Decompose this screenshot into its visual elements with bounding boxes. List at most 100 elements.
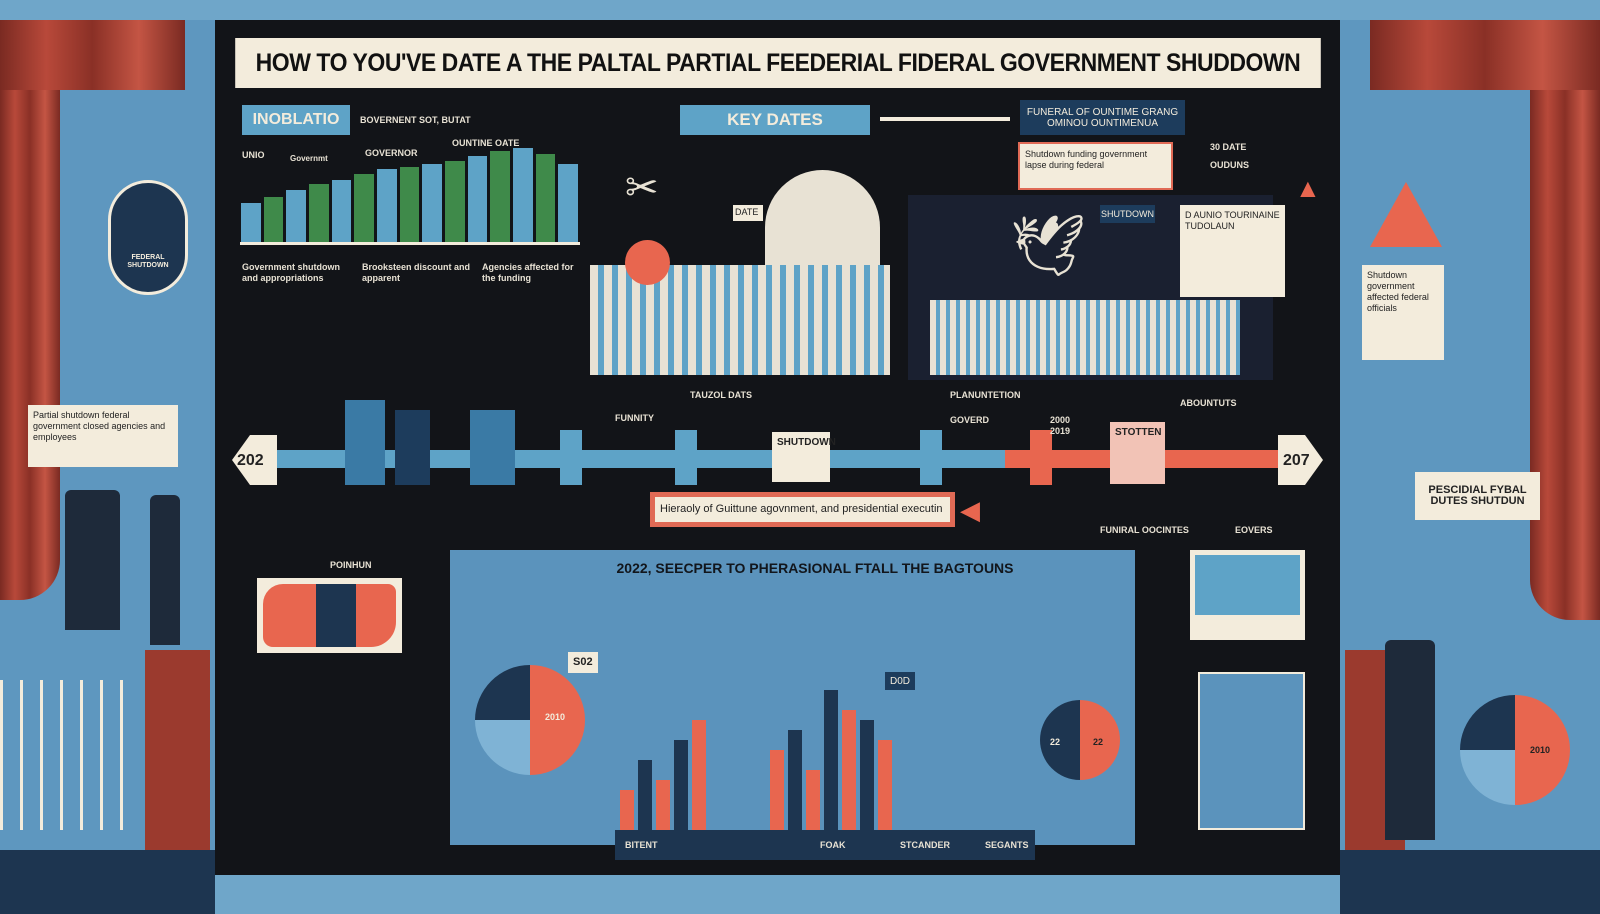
arrow-up-icon: ▲: [1295, 173, 1321, 203]
shield-badge-text: FEDERAL SHUTDOWN: [127, 254, 169, 269]
top-chart-label: GOVERNOR: [365, 148, 418, 158]
double-arrow: [880, 117, 1010, 121]
timeline-pillar: [395, 410, 430, 485]
capitol-dome: [765, 170, 880, 270]
timeline-pillar: [345, 400, 385, 485]
arrow-left-icon: ◀: [960, 495, 980, 525]
shutdown-newspaper: SHUTDOWN: [772, 432, 836, 482]
bottom-title: 2022, SEECPER TO PHERASIONAL FTALL THE B…: [616, 560, 1014, 576]
footer-label: STCANDER: [900, 840, 951, 850]
podium: [145, 650, 210, 850]
shutdown-newspaper-red: STOTTEN: [1110, 422, 1165, 484]
right-label: EOVERS: [1235, 525, 1273, 535]
year-tag: D0D: [885, 672, 915, 690]
timeline-label: ABOUNTUTS: [1180, 398, 1237, 408]
top-chart-bar: [241, 203, 261, 242]
note-1: Government shutdown and appropriations: [242, 262, 341, 283]
bottom-chart-bar: [860, 720, 874, 830]
left-curtain-top: [0, 20, 185, 90]
timeline-label: TAUZOL DATS: [690, 390, 752, 400]
right-pie-label: 2010: [1530, 745, 1551, 755]
top-chart-bar: [467, 156, 488, 242]
top-chart-bar: [445, 161, 465, 242]
fence: [0, 680, 140, 830]
bottom-footer: [615, 830, 1035, 860]
top-chart-bar: [331, 179, 352, 242]
timeline-pillar: [470, 410, 515, 485]
left-floor: [0, 850, 215, 914]
timeline-pillar: [920, 430, 942, 485]
treasury-building: [930, 300, 1240, 375]
shield-emblem: FEDERAL SHUTDOWN: [108, 180, 188, 295]
pie-left: [475, 665, 585, 775]
timeline-pillar: [675, 430, 697, 485]
inoblation-tag: INOBLATIO: [242, 105, 350, 135]
us-map: [257, 578, 402, 653]
budget-label: BOVERNENT SOT, BUTAT: [360, 115, 471, 125]
bottom-chart-bar: [656, 780, 670, 830]
top-chart-bar: [490, 151, 510, 242]
top-chart-bar: [309, 183, 329, 242]
right-card: Shutdown funding government lapse during…: [1018, 142, 1173, 190]
bottom-chart-bar: [788, 730, 802, 830]
right-panel-sign: PESCIDIAL FYBAL DUTES SHUTDUN: [1415, 472, 1540, 520]
right-panel-note: Shutdown government affected federal off…: [1362, 265, 1444, 360]
left-curtain: [0, 20, 60, 600]
sign-card: D AUNIO TOURINAINE TUDOLAUN: [1180, 205, 1285, 297]
footer-label: FOAK: [820, 840, 846, 850]
note-3: Agencies affected for the funding: [482, 262, 574, 283]
person-man: [65, 490, 120, 630]
top-chart-bar: [513, 148, 533, 242]
top-chart-bar: [286, 190, 306, 242]
bottom-chart-bar: [806, 770, 820, 830]
pie-left-label: 2010: [545, 712, 566, 722]
right-bar-chart: [1198, 672, 1305, 830]
scissors-icon: ✂: [625, 166, 659, 210]
timeline-label: FUNNITY: [615, 413, 654, 423]
right-curtain: [1530, 20, 1600, 620]
eagle-icon: 🕊: [1010, 212, 1087, 279]
right-curtain-top: [1370, 20, 1600, 90]
pie-mid: [1040, 700, 1120, 780]
top-chart-bar: [399, 166, 420, 242]
timeline-label: 2000 2019: [1050, 415, 1071, 436]
top-chart-bar: [354, 174, 374, 242]
right-pie: [1460, 695, 1570, 805]
footer-label: SEGANTS: [985, 840, 1029, 850]
top-chart: [240, 140, 580, 245]
right-label: FUNIRAL OOCINTES: [1100, 525, 1189, 535]
bottom-chart-bar: [770, 750, 784, 830]
pie-mid-label: 22: [1050, 737, 1061, 747]
top-chart-bar: [558, 164, 578, 242]
left-note: Partial shutdown federal government clos…: [28, 405, 178, 467]
timeline-pillar-red: [1030, 430, 1052, 485]
shutdown-label: SHUTDOWN: [1100, 205, 1155, 223]
timeline-pillar: [560, 430, 582, 485]
top-chart-bar: [535, 153, 556, 242]
bottom-bar-chart: [620, 690, 1000, 830]
right-floor: [1340, 850, 1600, 914]
pie-mid-label-2: 22: [1093, 737, 1104, 747]
top-chart-bar: [377, 169, 397, 242]
bottom-chart-bar: [674, 740, 688, 830]
person-speaker: [1385, 640, 1435, 840]
right-header: FUNERAL OF OUNTIME GRANG OMINOU OUNTIMEN…: [1020, 100, 1185, 135]
page-title: HOW TO YOU'VE DATE A THE PALTAL PARTIAL …: [235, 38, 1321, 88]
bottom-chart-bar: [878, 740, 892, 830]
top-chart-label: Governmt: [290, 154, 328, 163]
timeline-label: PLANUNTETION: [950, 390, 1021, 400]
pie-left-tag: S02: [568, 652, 598, 673]
map-label: POINHUN: [330, 560, 372, 570]
note-2: Brooksteen discount and apparent: [362, 262, 471, 283]
top-chart-label: UNIO: [242, 150, 265, 160]
bottom-chart-bar: [638, 760, 652, 830]
footer-label: BITENT: [625, 840, 658, 850]
timeline-label: GOVERD: [950, 415, 990, 425]
timeline-bar: [250, 450, 1050, 468]
top-chart-bar: [422, 164, 442, 242]
legend-2: OUDUNS: [1210, 160, 1250, 170]
capitol-flag: DATE: [733, 205, 763, 221]
timeline-banner: Hieraoly of Guittune agovnment, and pres…: [650, 492, 955, 527]
starburst-icon: [625, 240, 670, 285]
bottom-chart-bar: [620, 790, 634, 830]
